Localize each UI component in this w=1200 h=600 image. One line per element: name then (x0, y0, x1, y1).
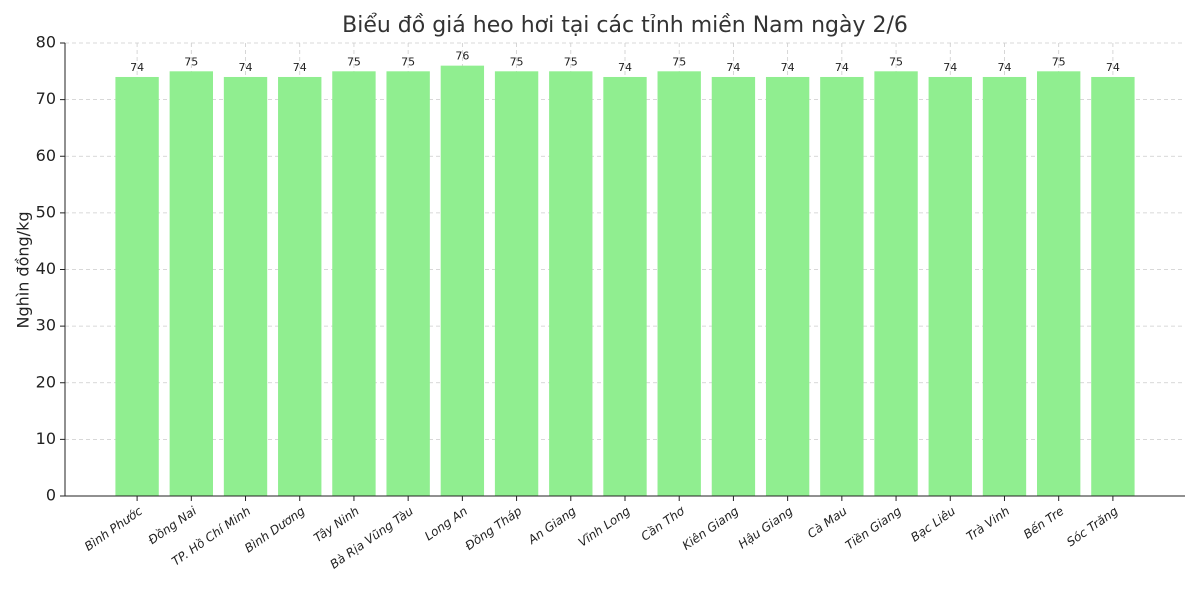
data-label: 74 (781, 61, 795, 74)
data-label: 75 (564, 55, 578, 68)
bar (982, 76, 1027, 496)
y-tick-label: 10 (36, 429, 56, 448)
x-tick-label: Bình Dương (242, 504, 308, 556)
data-label: 75 (184, 55, 198, 68)
data-label: 74 (293, 61, 307, 74)
x-tick-label: Kiên Giang (680, 504, 742, 553)
x-tick-label: Vĩnh Long (576, 504, 633, 550)
data-label: 74 (943, 61, 957, 74)
data-label: 75 (1052, 55, 1066, 68)
x-tick-label: Long An (422, 504, 470, 544)
bar (711, 76, 756, 496)
data-label: 75 (401, 55, 415, 68)
bar (820, 76, 864, 496)
x-tick-label: Tiền Giang (843, 504, 904, 553)
data-label: 74 (130, 61, 144, 74)
x-tick-label: An Giang (525, 504, 579, 548)
bar (169, 71, 213, 496)
data-label: 74 (835, 61, 849, 74)
data-label: 74 (726, 61, 740, 74)
x-tick-label: Bạc Liêu (908, 504, 958, 545)
data-label: 74 (1106, 61, 1120, 74)
x-tick-label: Đồng Tháp (463, 504, 525, 553)
x-tick-label: Cần Thơ (638, 503, 687, 543)
bar (603, 76, 647, 496)
bar (386, 71, 430, 496)
bar (1037, 71, 1081, 496)
bar (223, 76, 268, 496)
data-label: 75 (347, 55, 361, 68)
y-axis-label: Nghìn đồng/kg (14, 212, 33, 329)
data-label: 75 (510, 55, 524, 68)
y-tick-label: 20 (36, 372, 56, 391)
x-tick-label: Cà Mau (805, 504, 850, 541)
data-label: 76 (455, 50, 469, 63)
y-tick-label: 30 (36, 316, 56, 335)
data-label: 74 (239, 61, 253, 74)
bar (1091, 76, 1135, 496)
y-tick-label: 70 (36, 89, 56, 108)
y-tick-label: 50 (36, 202, 56, 221)
x-tick-label: Hậu Giang (736, 504, 796, 552)
chart-title: Biểu đồ giá heo hơi tại các tỉnh miền Na… (342, 13, 908, 38)
bar (874, 71, 918, 496)
data-label: 74 (618, 61, 632, 74)
x-tick-label: Tây Ninh (311, 504, 362, 545)
bar (549, 71, 593, 496)
y-tick-label: 80 (36, 33, 56, 52)
data-label: 75 (889, 55, 903, 68)
bar (115, 76, 159, 496)
bar (332, 71, 376, 496)
x-tick-label: Trà Vinh (964, 504, 1012, 544)
bar (494, 71, 539, 496)
x-tick-label: Sóc Trăng (1064, 504, 1121, 550)
bar (278, 76, 322, 496)
y-tick-label: 40 (36, 259, 56, 278)
bar (928, 76, 972, 496)
bar (657, 71, 701, 496)
bar (440, 65, 485, 497)
x-tick-label: Bến Tre (1021, 504, 1067, 542)
x-tick-label: Bình Phước (82, 504, 145, 554)
data-label: 75 (672, 55, 686, 68)
y-tick-label: 0 (46, 486, 56, 505)
y-tick-label: 60 (36, 146, 56, 165)
bar (765, 76, 810, 496)
data-label: 74 (997, 61, 1011, 74)
